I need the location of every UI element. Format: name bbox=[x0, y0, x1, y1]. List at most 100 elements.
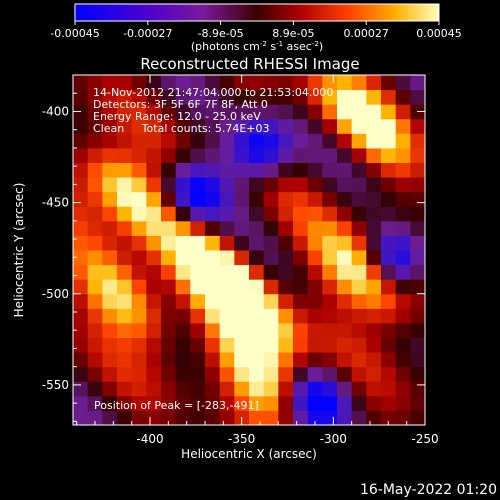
heatmap-cell bbox=[102, 293, 118, 309]
heatmap-cell bbox=[351, 104, 367, 120]
heatmap-cell bbox=[395, 250, 411, 266]
heatmap-cell bbox=[131, 177, 147, 193]
heatmap-cell bbox=[278, 235, 294, 251]
heatmap-cell bbox=[351, 410, 367, 425]
heatmap-cell bbox=[307, 308, 323, 324]
heatmap-cell bbox=[234, 264, 250, 280]
heatmap-cell bbox=[263, 279, 279, 295]
heatmap-cell bbox=[322, 250, 338, 266]
heatmap-cell bbox=[263, 264, 279, 280]
heatmap-cell bbox=[322, 89, 338, 105]
heatmap-cell bbox=[263, 308, 279, 324]
heatmap-cell bbox=[131, 133, 147, 149]
heatmap-cell bbox=[102, 104, 118, 120]
heatmap-cell bbox=[410, 235, 425, 251]
heatmap-cell bbox=[293, 279, 309, 295]
heatmap-cell bbox=[351, 250, 367, 266]
heatmap-cell bbox=[278, 410, 294, 425]
heatmap-cell bbox=[102, 366, 118, 382]
heatmap-cell bbox=[131, 162, 147, 178]
heatmap-cell bbox=[161, 89, 177, 105]
heatmap-cell bbox=[87, 133, 103, 149]
heatmap-cell bbox=[219, 293, 235, 309]
heatmap-cell bbox=[293, 220, 309, 236]
heatmap-cell bbox=[322, 177, 338, 193]
heatmap-cell bbox=[161, 308, 177, 324]
heatmap-cell bbox=[190, 410, 206, 425]
heatmap-cell bbox=[381, 293, 397, 309]
heatmap-cell bbox=[102, 162, 118, 178]
heatmap-cell bbox=[249, 366, 265, 382]
heatmap-cell bbox=[278, 162, 294, 178]
heatmap-cell bbox=[219, 352, 235, 368]
heatmap-cell bbox=[278, 89, 294, 105]
heatmap-cell bbox=[381, 177, 397, 193]
heatmap-cell bbox=[249, 279, 265, 295]
heatmap-cell bbox=[87, 381, 103, 397]
heatmap-cell bbox=[249, 220, 265, 236]
heatmap-cell bbox=[307, 366, 323, 382]
heatmap-cell bbox=[337, 395, 353, 411]
heatmap-cell bbox=[102, 308, 118, 324]
heatmap-cell bbox=[190, 322, 206, 338]
heatmap-cell bbox=[410, 381, 425, 397]
heatmap-cell bbox=[73, 206, 89, 222]
heatmap-cell bbox=[175, 104, 191, 120]
heatmap-cell bbox=[219, 206, 235, 222]
heatmap-cell bbox=[146, 410, 162, 425]
heatmap-cell bbox=[351, 279, 367, 295]
heatmap-cell bbox=[366, 118, 382, 134]
clean-counts-text: Clean Total counts: 5.74E+03 bbox=[93, 122, 270, 135]
heatmap-cell bbox=[395, 162, 411, 178]
heatmap-cell bbox=[131, 206, 147, 222]
heatmap-cell bbox=[410, 410, 425, 425]
heatmap-cell bbox=[395, 133, 411, 149]
heatmap-cell bbox=[73, 177, 89, 193]
heatmap-cell bbox=[322, 279, 338, 295]
heatmap-cell bbox=[175, 352, 191, 368]
heatmap-cell bbox=[351, 264, 367, 280]
heatmap-cell bbox=[366, 308, 382, 324]
heatmap-cell bbox=[102, 89, 118, 105]
heatmap-cell bbox=[249, 410, 265, 425]
heatmap-cell bbox=[263, 133, 279, 149]
heatmap-cell bbox=[307, 177, 323, 193]
heatmap-cell bbox=[337, 191, 353, 207]
heatmap-cell bbox=[395, 191, 411, 207]
heatmap-cell bbox=[219, 177, 235, 193]
colorbar-tick-label: -8.9e-05 bbox=[197, 27, 243, 40]
heatmap-cell bbox=[322, 133, 338, 149]
heatmap-cell bbox=[293, 147, 309, 163]
heatmap-cell bbox=[175, 235, 191, 251]
heatmap-cell bbox=[263, 75, 279, 91]
heatmap-cell bbox=[337, 235, 353, 251]
heatmap-cell bbox=[131, 381, 147, 397]
heatmap-cell bbox=[146, 279, 162, 295]
heatmap-cell bbox=[146, 395, 162, 411]
heatmap-cell bbox=[146, 162, 162, 178]
heatmap-cell bbox=[337, 220, 353, 236]
heatmap-cell bbox=[205, 235, 221, 251]
heatmap-cell bbox=[366, 75, 382, 91]
heatmap-cell bbox=[205, 264, 221, 280]
heatmap-cell bbox=[205, 366, 221, 382]
heatmap-cell bbox=[117, 322, 133, 338]
plot-frame bbox=[72, 74, 426, 426]
heatmap-cell bbox=[219, 104, 235, 120]
heatmap-cell bbox=[234, 89, 250, 105]
heatmap-cell bbox=[337, 279, 353, 295]
heatmap-cell bbox=[410, 279, 425, 295]
heatmap-cell bbox=[293, 308, 309, 324]
heatmap-cell bbox=[366, 133, 382, 149]
heatmap-cell bbox=[205, 104, 221, 120]
heatmap-cell bbox=[337, 147, 353, 163]
heatmap-cell bbox=[351, 177, 367, 193]
heatmap-cell bbox=[73, 118, 89, 134]
heatmap-cell bbox=[395, 235, 411, 251]
heatmap-cell bbox=[219, 264, 235, 280]
heatmap-cell bbox=[293, 250, 309, 266]
heatmap-cell bbox=[87, 279, 103, 295]
heatmap-cell bbox=[278, 104, 294, 120]
heatmap-cell bbox=[73, 337, 89, 353]
heatmap-cell bbox=[307, 381, 323, 397]
